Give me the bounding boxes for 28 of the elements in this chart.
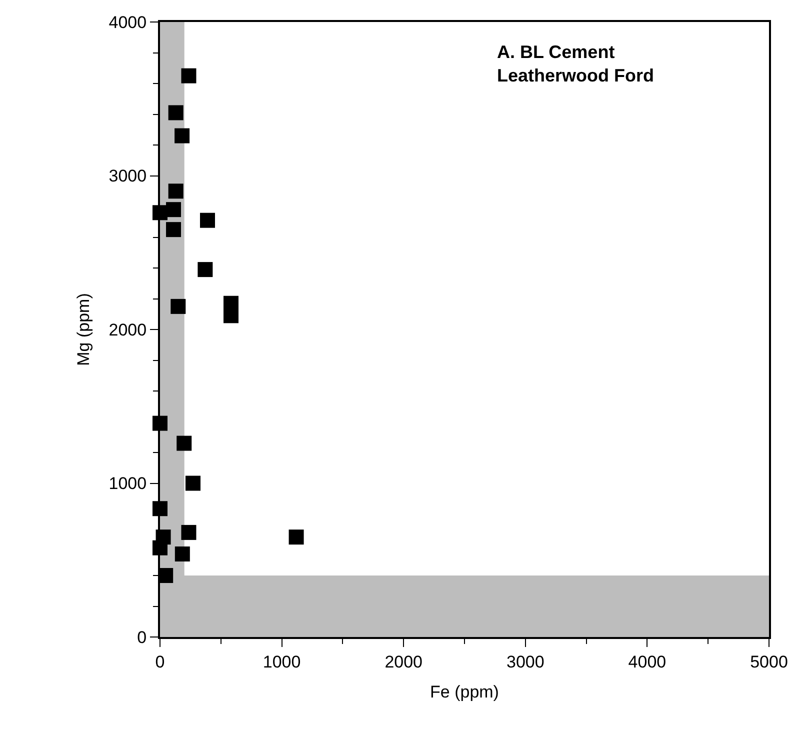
x-tick-label: 4000 bbox=[628, 652, 666, 672]
point bbox=[198, 262, 213, 278]
point bbox=[181, 68, 196, 84]
point bbox=[186, 476, 201, 491]
annotation: A. BL Cement Leatherwood Ford bbox=[497, 42, 654, 86]
y-tick-label: 4000 bbox=[108, 12, 147, 32]
point bbox=[170, 298, 186, 314]
point bbox=[174, 128, 190, 144]
point bbox=[181, 524, 196, 540]
x-axis-title: Fe (ppm) bbox=[430, 682, 499, 702]
point bbox=[288, 530, 304, 545]
x-tick-label: 1000 bbox=[262, 652, 301, 672]
y-axis-title: Mg (ppm) bbox=[74, 293, 93, 366]
point bbox=[166, 222, 182, 238]
y-tick-label: 3000 bbox=[108, 166, 147, 186]
y-tick-label: 1000 bbox=[108, 474, 147, 494]
point bbox=[166, 202, 182, 218]
x-tick-label: 0 bbox=[155, 652, 165, 672]
y-tick-label: 2000 bbox=[108, 320, 147, 340]
x-tick-label: 5000 bbox=[750, 652, 788, 672]
point bbox=[200, 212, 215, 228]
y-tick-label: 0 bbox=[137, 628, 147, 647]
point bbox=[168, 105, 184, 120]
point bbox=[174, 546, 190, 562]
point bbox=[168, 184, 184, 199]
x-tick-label: 2000 bbox=[384, 652, 423, 672]
x-tick-label: 3000 bbox=[506, 652, 544, 672]
point bbox=[176, 436, 192, 451]
